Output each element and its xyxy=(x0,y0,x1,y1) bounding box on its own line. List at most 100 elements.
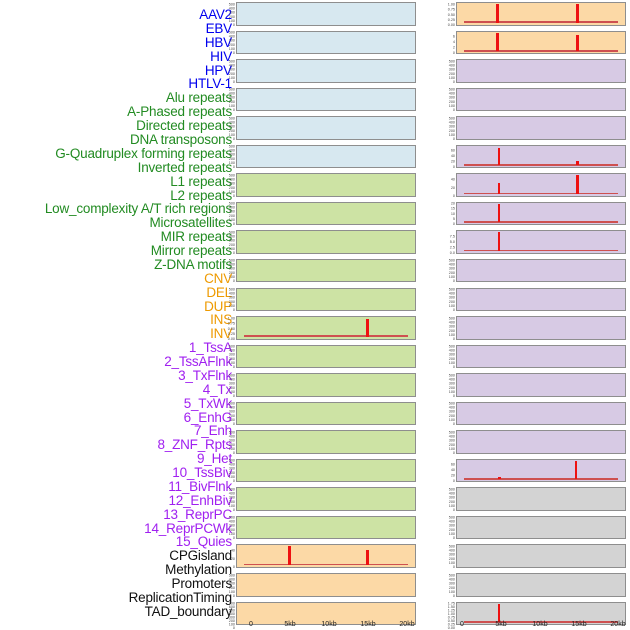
data-baseline xyxy=(244,335,408,338)
track-label-cnv: CNV xyxy=(204,270,232,286)
track-label-11-bivflnk: 11_BivFlnk xyxy=(168,478,232,494)
track-panel-directed-repeats xyxy=(236,230,416,254)
y-axis-ticks: 500 400 300 200 100 0 xyxy=(448,543,455,569)
y-axis-ticks: 40 20 0 xyxy=(230,547,235,569)
y-axis-ticks: 500 400 300 200 100 0 xyxy=(228,58,235,84)
track-label-14-reprpcwk: 14_ReprPCWk xyxy=(144,520,232,536)
data-baseline xyxy=(464,221,618,223)
y-axis-ticks: 500 400 300 200 100 0 xyxy=(448,429,455,455)
track-label-hpv: HPV xyxy=(204,62,232,78)
track-panel-15-quies xyxy=(456,458,626,483)
track-panel-a-phased-repeats xyxy=(236,201,416,226)
track-label-l1-repeats: L1 repeats xyxy=(170,173,232,189)
track-panel-14-reprpcwk xyxy=(456,430,626,454)
y-axis-ticks: 7.5 5.0 2.5 0.0 xyxy=(449,233,455,255)
data-spike xyxy=(497,232,501,251)
track-panel-cpgisland xyxy=(456,487,626,511)
track-panel-10-tssbiv xyxy=(456,316,626,340)
y-axis-ticks: 500 400 300 200 100 0 xyxy=(228,115,235,141)
y-axis-ticks: 1.00 0.75 0.50 0.25 0.00 xyxy=(447,1,455,27)
data-baseline xyxy=(464,163,618,166)
track-panel-13-reprpc xyxy=(456,401,626,426)
data-spike xyxy=(574,460,578,480)
x-axis-tick-label: 0 xyxy=(460,620,464,628)
y-axis-ticks: 500 400 300 200 100 0 xyxy=(228,172,235,198)
track-label-4-tx: 4_Tx xyxy=(202,381,232,397)
track-label-5-txwk: 5_TxWk xyxy=(183,395,233,411)
track-label-aav2: AAV2 xyxy=(199,7,232,23)
track-panel-dna-transposons xyxy=(236,258,416,283)
track-panel-2-tssaflnk xyxy=(456,87,626,112)
data-spike xyxy=(576,34,579,52)
track-panel-microsatellites xyxy=(236,430,416,454)
track-label-microsatellites: Microsatellites xyxy=(149,215,232,231)
track-label-a-phased-repeats: A-Phased repeats xyxy=(127,104,232,120)
track-label-methylation: Methylation xyxy=(165,562,232,578)
data-spike xyxy=(496,32,499,52)
data-spike xyxy=(576,4,579,23)
track-panel-aav2 xyxy=(236,2,416,26)
y-axis-ticks: 500 400 300 200 100 0 xyxy=(448,115,455,141)
track-panel-ebv xyxy=(236,30,416,55)
track-label-7-enh: 7_Enh xyxy=(193,423,232,439)
track-label-l2-repeats: L2 repeats xyxy=(170,187,232,203)
track-panel-dup xyxy=(236,601,416,626)
y-axis-ticks: 500 400 300 200 100 0 xyxy=(448,344,455,370)
y-axis-ticks: 60 40 20 0 xyxy=(450,462,455,484)
track-panel-g-quadruplex-forming-repeats xyxy=(236,287,416,311)
track-label-tad-boundary: TAD_boundary xyxy=(144,603,233,619)
data-spike xyxy=(497,603,501,623)
data-spike xyxy=(497,147,501,166)
data-spike xyxy=(496,4,499,23)
data-baseline xyxy=(464,49,618,52)
y-axis-ticks: 500 400 300 200 100 0 xyxy=(448,258,455,284)
track-label-directed-repeats: Directed repeats xyxy=(136,118,232,134)
y-axis-ticks: 500 400 300 200 100 0 xyxy=(228,144,235,170)
x-axis-tick-label: 20kb xyxy=(399,620,415,628)
track-panel-del xyxy=(236,573,416,597)
y-axis-ticks: 500 400 300 200 100 0 xyxy=(228,572,235,598)
track-panel-mirror-repeats xyxy=(236,487,416,511)
track-label-8-znf-rpts: 8_ZNF_Rpts xyxy=(157,437,232,453)
track-panel-l1-repeats xyxy=(236,344,416,369)
track-panel-mir-repeats xyxy=(236,458,416,483)
track-label-15-quies: 15_Quies xyxy=(175,534,232,550)
x-axis-tick-label: 10kb xyxy=(321,620,337,628)
track-label-13-reprpc: 13_ReprPC xyxy=(163,506,232,522)
y-axis-ticks: 60 40 20 0 xyxy=(450,148,455,170)
y-axis-ticks: 500 400 300 200 100 0 xyxy=(228,1,235,27)
track-label-promoters: Promoters xyxy=(171,576,233,592)
track-label-dup: DUP xyxy=(204,298,232,314)
x-axis-tick-label: 5kb xyxy=(284,620,296,628)
y-axis-ticks: 500 400 300 200 100 0 xyxy=(448,515,455,541)
data-baseline xyxy=(464,21,618,23)
x-axis-tick-label: 5kb xyxy=(495,620,507,628)
y-axis-ticks: 40 20 0 xyxy=(450,176,455,198)
track-label-inverted-repeats: Inverted repeats xyxy=(137,159,233,175)
track-label-replicationtiming: ReplicationTiming xyxy=(128,589,233,605)
x-axis-tick-label: 15kb xyxy=(360,620,376,628)
y-axis-ticks: 500 400 300 200 100 0 xyxy=(448,486,455,512)
track-label-3-txflnk: 3_TxFlnk xyxy=(178,367,232,383)
track-label-6-enhg: 6_EnhG xyxy=(183,409,233,425)
track-panel-promoters xyxy=(456,544,626,568)
track-panel-12-enhbiv xyxy=(456,373,626,397)
track-panel-alu-repeats xyxy=(236,173,416,197)
data-spike xyxy=(288,546,291,565)
track-panel-cnv xyxy=(236,544,416,568)
track-label-hbv: HBV xyxy=(204,34,232,50)
track-label-z-dna-motifs: Z-DNA motifs xyxy=(154,256,232,272)
data-baseline xyxy=(464,478,618,480)
track-label-mir-repeats: MIR repeats xyxy=(160,229,233,245)
y-axis-ticks: 500 400 300 200 100 0 xyxy=(448,372,455,398)
y-axis-ticks: 500 400 300 200 100 0 xyxy=(448,287,455,312)
data-spike xyxy=(366,550,369,565)
track-label-cpgisland: CPGisland xyxy=(169,548,232,564)
track-panel-low-complexity-a-t-rich-regions xyxy=(236,401,416,426)
track-panel-6-enhg xyxy=(456,201,626,226)
track-panel-l2-repeats xyxy=(236,373,416,397)
track-panel-3-txflnk xyxy=(456,116,626,140)
y-axis-ticks: 500 400 300 200 100 0 xyxy=(228,372,235,398)
